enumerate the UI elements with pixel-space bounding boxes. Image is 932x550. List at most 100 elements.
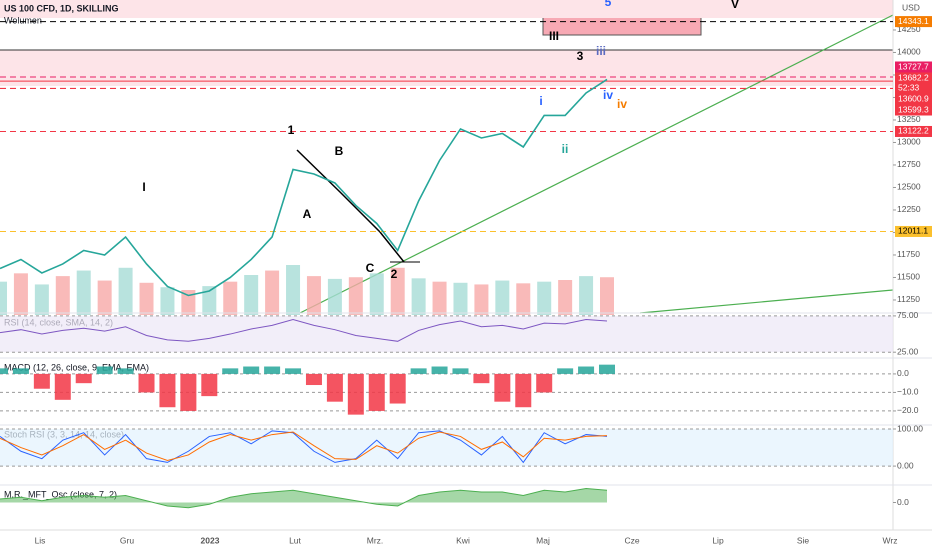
- y-tick-label: 11500: [897, 272, 920, 282]
- y-tick-label: 11750: [897, 249, 920, 259]
- histogram-bar: [264, 366, 281, 374]
- wave-label: A: [303, 207, 312, 221]
- histogram-bar: [305, 373, 322, 386]
- histogram-bar: [0, 368, 8, 374]
- price-label-bg: [895, 93, 932, 105]
- y-tick-label: 75.00: [897, 310, 919, 320]
- volume-bar: [411, 278, 426, 315]
- histogram-bar: [117, 368, 134, 374]
- histogram-bar: [75, 373, 92, 384]
- y-tick-label: 12500: [897, 182, 921, 192]
- volume-bar: [160, 287, 175, 315]
- chart-title: US 100 CFD, 1D, SKILLING: [4, 3, 119, 13]
- histogram-bar: [347, 373, 364, 415]
- price-label-bg: [895, 72, 932, 84]
- volume-bar: [265, 270, 280, 315]
- series-line: [0, 431, 608, 462]
- countdown-bg: [895, 82, 932, 94]
- histogram-bar: [12, 368, 29, 374]
- histogram-bar: [431, 366, 448, 374]
- histogram-bar: [494, 373, 511, 402]
- volume-bar: [97, 280, 112, 315]
- band: [0, 315, 893, 353]
- trendline: [639, 289, 894, 314]
- wave-label: V: [731, 0, 739, 11]
- histogram-bar: [222, 368, 239, 374]
- histogram-bar: [54, 373, 71, 400]
- y-tick-label: −20.0: [897, 405, 919, 415]
- histogram-bar: [33, 373, 50, 389]
- wave-label: 1: [288, 123, 295, 137]
- price-label: 13682.2: [898, 72, 929, 82]
- wave-label: i: [539, 94, 542, 108]
- histogram-bar: [159, 373, 176, 408]
- x-tick-label: Lut: [289, 535, 301, 545]
- volume-bar: [474, 284, 489, 315]
- wave-label: ii: [562, 142, 569, 156]
- wave-line: [296, 149, 405, 263]
- series-line: [0, 487, 608, 509]
- volume-bar: [139, 282, 154, 315]
- series-line: [0, 319, 608, 342]
- x-tick-label: Gru: [120, 535, 134, 545]
- price-label: 13600.9: [898, 93, 929, 103]
- histogram-bar: [368, 373, 385, 411]
- price-label-bg: [895, 125, 932, 137]
- wave-label: iv: [603, 88, 613, 102]
- volume-bar: [432, 281, 447, 315]
- top-zone: [0, 0, 893, 18]
- y-tick-label: 14250: [897, 24, 921, 34]
- histogram-bar: [410, 368, 427, 374]
- volume-bar: [34, 284, 49, 315]
- price-label-bg: [895, 104, 932, 116]
- volume-bar: [118, 267, 133, 315]
- wave-label: C: [366, 261, 375, 275]
- price-label: 14343.1: [898, 16, 929, 26]
- wave-label: B: [335, 144, 344, 158]
- x-tick-label: Kwi: [456, 535, 470, 545]
- y-tick-label: 0.00: [897, 460, 914, 470]
- price-label: 12011.1: [898, 226, 928, 236]
- volume-bar: [348, 277, 363, 315]
- volume-bar: [453, 282, 468, 315]
- series-line: [0, 430, 608, 464]
- volume-bar: [0, 281, 7, 315]
- volume-bar: [13, 273, 28, 315]
- band: [0, 429, 893, 467]
- area: [0, 488, 607, 508]
- wave-label: I: [142, 180, 145, 194]
- x-tick-label: Cze: [624, 535, 639, 545]
- price-label-bg: [895, 61, 932, 73]
- price-label: 13122.2: [898, 126, 929, 136]
- x-tick-label: Wrz: [883, 535, 898, 545]
- volume-bar: [537, 281, 552, 315]
- histogram-bar: [180, 373, 197, 411]
- panel-title: MACD (12, 26, close, 9, EMA, EMA): [4, 362, 149, 372]
- unit-label: USD: [902, 2, 920, 12]
- y-tick-label: 13000: [897, 137, 921, 147]
- histogram-bar: [285, 368, 302, 374]
- histogram-bar: [96, 366, 113, 374]
- y-tick-label: 14000: [897, 47, 921, 57]
- histogram-bar: [389, 373, 406, 404]
- histogram-bar: [473, 373, 490, 384]
- histogram-bar: [452, 368, 469, 374]
- x-tick-label: 2023: [201, 535, 220, 545]
- wave-label: 5: [605, 0, 612, 9]
- histogram-bar: [515, 373, 532, 408]
- y-tick-label: 12750: [897, 159, 921, 169]
- volume-bar: [600, 277, 614, 315]
- volume-bar: [516, 283, 531, 315]
- x-tick-label: Lis: [35, 535, 46, 545]
- y-tick-label: 0.0: [897, 368, 909, 378]
- wave-label: 3: [577, 49, 584, 63]
- histogram-bar: [557, 368, 574, 374]
- price-label-bg: [895, 16, 932, 28]
- volume-bar: [286, 265, 301, 315]
- trendline: [299, 14, 894, 314]
- volume-bar: [369, 273, 384, 315]
- series-line: [0, 78, 608, 297]
- wave-label: iii: [596, 44, 606, 58]
- volume-bar: [223, 281, 238, 315]
